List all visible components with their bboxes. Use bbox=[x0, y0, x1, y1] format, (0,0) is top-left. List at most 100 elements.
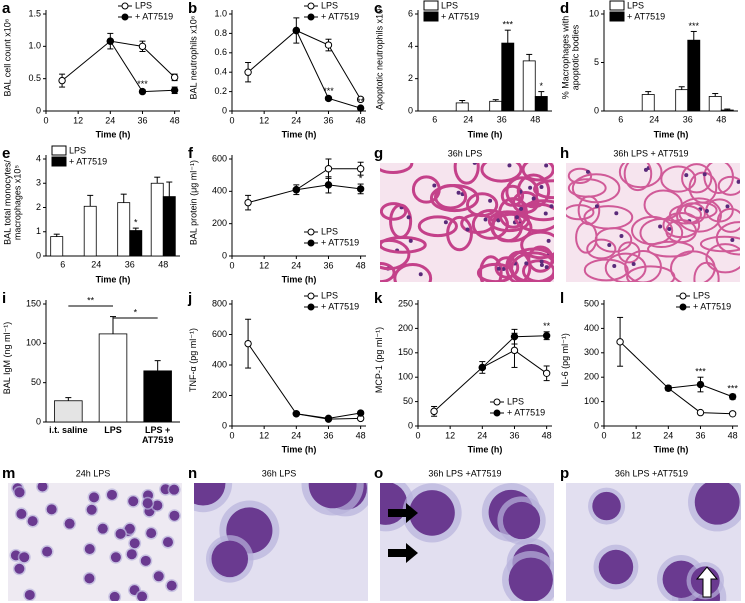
alveolar-wall bbox=[494, 256, 520, 279]
x-tick-label: 48 bbox=[356, 115, 366, 125]
x-tick-label: 6 bbox=[618, 114, 623, 124]
nucleus bbox=[465, 227, 470, 232]
bar bbox=[501, 42, 515, 112]
data-point bbox=[478, 363, 487, 372]
data-point bbox=[542, 369, 551, 377]
nucleus bbox=[496, 266, 501, 271]
data-point bbox=[292, 26, 301, 35]
image-title: 24h LPS bbox=[76, 468, 111, 478]
nucleus bbox=[109, 591, 120, 601]
significance: *** bbox=[503, 20, 514, 30]
alveolar-wall bbox=[624, 250, 662, 282]
data-point bbox=[728, 393, 737, 401]
nucleus bbox=[64, 518, 75, 529]
alveolar-wall bbox=[453, 163, 480, 185]
nucleus bbox=[418, 272, 423, 277]
nucleus bbox=[140, 555, 151, 566]
alveolar-wall bbox=[639, 217, 684, 249]
x-tick-label-box: LPS + AT7519 bbox=[142, 425, 173, 445]
image-title: 36h LPS +AT7519 bbox=[428, 468, 501, 478]
x-tick-label-box: i.t. saline bbox=[49, 425, 88, 435]
x-tick-label: 24 bbox=[91, 259, 101, 269]
nucleus bbox=[519, 206, 524, 211]
legend-label: + AT7519 bbox=[507, 407, 545, 417]
y-tick-label: 150 bbox=[398, 347, 413, 357]
nucleus bbox=[84, 544, 95, 555]
y-axis-label: % Macrophages with apoptotic bodies bbox=[560, 15, 580, 100]
alveolar-wall bbox=[675, 197, 722, 233]
x-tick-label: 24 bbox=[291, 430, 301, 440]
legend-label: LPS bbox=[693, 290, 710, 300]
nucleus bbox=[514, 215, 519, 220]
y-tick-label: 0.8 bbox=[214, 28, 227, 38]
legend-label: + AT7519 bbox=[69, 156, 107, 166]
alveolar-wall bbox=[465, 192, 499, 218]
alveolar-wall bbox=[393, 262, 433, 282]
nucleus bbox=[592, 491, 621, 521]
y-axis-label-box: BAL protein (μg ml⁻¹) bbox=[188, 160, 198, 245]
x-tick-label: 24 bbox=[649, 114, 659, 124]
nucleus bbox=[308, 483, 357, 509]
x-tick-label: 12 bbox=[73, 115, 83, 125]
significance: ** bbox=[543, 321, 551, 331]
nucleus bbox=[614, 211, 619, 216]
significance: * bbox=[134, 217, 138, 227]
alveolar-wall bbox=[647, 240, 695, 258]
x-tick-label: 36 bbox=[509, 430, 519, 440]
legend-label: + AT7519 bbox=[441, 11, 479, 21]
nucleus bbox=[211, 540, 249, 578]
legend-swatch bbox=[609, 0, 625, 11]
y-axis-label: BAL IgM (ng ml⁻¹) bbox=[2, 321, 12, 395]
nucleus bbox=[432, 183, 437, 188]
legend-swatch bbox=[423, 11, 439, 22]
nucleus bbox=[169, 510, 180, 521]
x-tick-label: 6 bbox=[60, 259, 65, 269]
y-axis-label-box: MCP-1 (pg ml⁻¹) bbox=[374, 327, 384, 393]
x-tick-label: 48 bbox=[356, 430, 366, 440]
nucleus bbox=[146, 528, 157, 539]
nucleus bbox=[472, 163, 477, 165]
data-point bbox=[58, 76, 66, 85]
y-tick-label: 2 bbox=[36, 202, 41, 212]
significance: *** bbox=[323, 86, 334, 96]
x-tick-label: 48 bbox=[716, 114, 726, 124]
legend-label: + AT7519 bbox=[321, 301, 359, 311]
y-axis-label-box: IL-6 (pg ml⁻¹) bbox=[560, 333, 570, 387]
bar bbox=[489, 100, 503, 112]
nucleus bbox=[488, 198, 493, 203]
alveolar-wall bbox=[571, 173, 621, 204]
alveolar-wall bbox=[516, 173, 551, 209]
arrow bbox=[388, 543, 418, 563]
x-tick-label: 0 bbox=[229, 260, 234, 270]
x-tick-label: 36 bbox=[137, 115, 147, 125]
x-tick-label: 12 bbox=[259, 260, 269, 270]
bar bbox=[117, 202, 131, 257]
data-point bbox=[324, 181, 333, 189]
alveolar-wall bbox=[521, 163, 554, 182]
nucleus bbox=[128, 496, 139, 507]
panel-letter: p bbox=[560, 465, 569, 482]
y-tick-label: 2 bbox=[408, 73, 413, 83]
legend-label: LPS bbox=[441, 0, 458, 10]
nucleus bbox=[89, 492, 100, 503]
nucleus bbox=[725, 204, 730, 209]
nucleus bbox=[667, 226, 672, 231]
y-tick-label: 0 bbox=[594, 420, 599, 430]
nucleus bbox=[544, 265, 549, 270]
x-tick-label: 48 bbox=[542, 430, 552, 440]
nucleus bbox=[115, 528, 126, 539]
alveolar-wall bbox=[532, 179, 554, 200]
nucleus bbox=[559, 183, 563, 187]
nucleus bbox=[380, 483, 408, 525]
bar bbox=[83, 205, 97, 257]
nucleus bbox=[443, 220, 448, 225]
nucleus bbox=[546, 238, 551, 243]
data-point bbox=[616, 338, 624, 346]
x-tick-label: 36 bbox=[695, 430, 705, 440]
panel-letter: f bbox=[188, 145, 194, 162]
y-tick-label: 4 bbox=[408, 41, 413, 51]
nucleus bbox=[24, 589, 35, 600]
y-tick-label: 0 bbox=[222, 105, 227, 115]
nucleus bbox=[730, 238, 735, 243]
alveolar-wall bbox=[703, 163, 734, 194]
